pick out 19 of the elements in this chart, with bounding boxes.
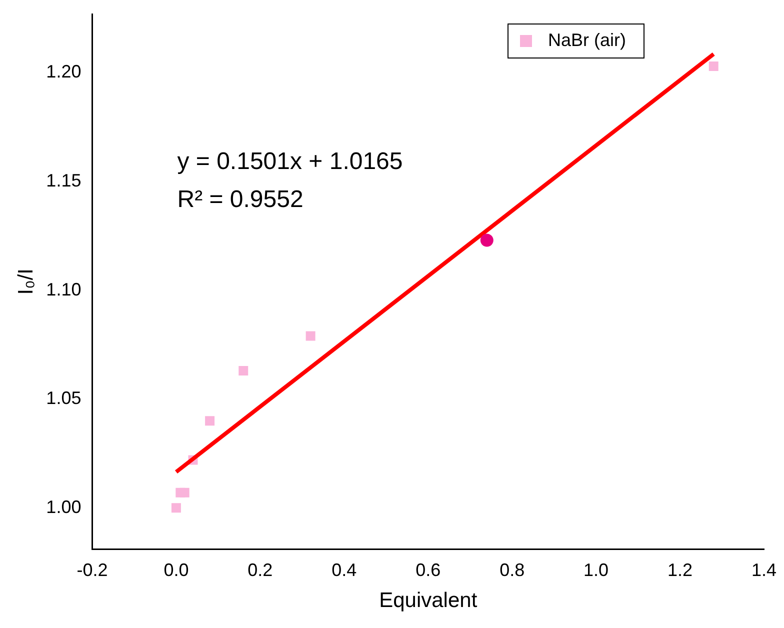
y-tick-label: 1.05 [46,388,82,408]
x-tick-label: 0.8 [500,560,525,580]
x-tick-label: 0.2 [248,560,273,580]
x-tick-label: -0.2 [76,560,108,580]
y-tick-label: 1.00 [46,496,82,517]
annotation: R² = 0.9552 [177,186,304,213]
x-tick-label: 0.0 [164,560,189,580]
x-axis-title: Equivalent [379,589,478,612]
legend-label: NaBr (air) [548,30,626,50]
y-axis-title: I₀/I [14,268,38,295]
x-tick-label: 0.4 [332,560,357,580]
x-tick-label: 0.6 [416,560,441,580]
x-tick-label: 1.2 [668,560,693,580]
x-tick-label: 1.4 [751,560,777,580]
y-tick-label: 1.10 [46,279,82,300]
annotation: y = 0.1501x + 1.0165 [177,148,403,175]
y-tick-label: 1.15 [46,170,82,190]
x-tick-label: 1.0 [584,560,609,580]
y-tick-label: 1.20 [46,62,82,82]
